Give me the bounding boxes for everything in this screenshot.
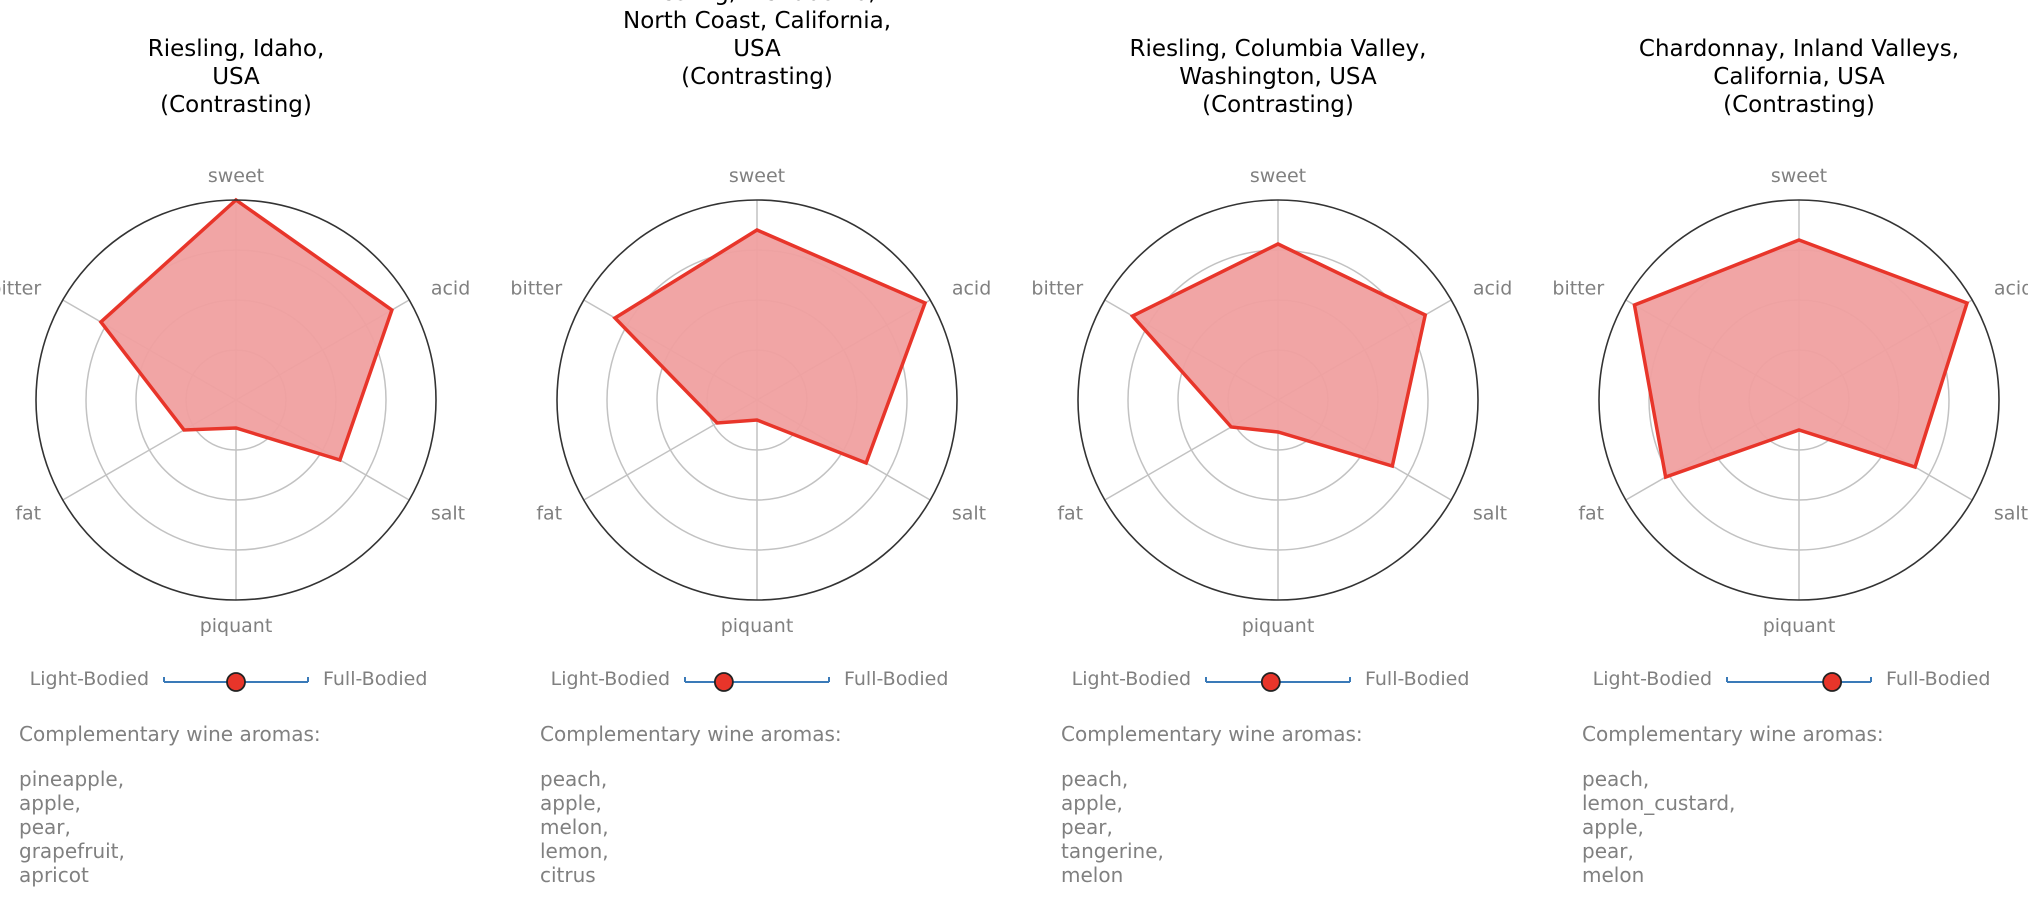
radar-series-area bbox=[1632, 238, 1970, 480]
aroma-item: pineapple, bbox=[19, 767, 124, 791]
aroma-item: peach, bbox=[1582, 767, 1649, 791]
chart-title-line: North Coast, California, bbox=[623, 8, 891, 34]
axis-label-salt: salt bbox=[952, 503, 986, 525]
outer-ring bbox=[35, 199, 437, 601]
aroma-item: apple, bbox=[1582, 815, 1644, 839]
aroma-item: pear, bbox=[1061, 815, 1113, 839]
outer-ring bbox=[1598, 199, 2000, 601]
axis-label-bitter: bitter bbox=[0, 278, 41, 300]
axis-label-acid: acid bbox=[1994, 278, 2028, 300]
axis-label-salt: salt bbox=[1994, 503, 2028, 525]
aroma-item: apple, bbox=[540, 791, 602, 815]
chart-title-line: Chardonnay, Inland Valleys, bbox=[1639, 36, 1959, 62]
axis-label-fat: fat bbox=[1578, 503, 1604, 525]
outer-ring bbox=[1077, 199, 1479, 601]
aroma-item: peach, bbox=[540, 767, 607, 791]
body-scale-light-label: Light-Bodied bbox=[551, 668, 670, 690]
body-scale-full-label: Full-Bodied bbox=[844, 668, 948, 690]
chart-title-line: Riesling, Idaho, bbox=[148, 36, 325, 62]
chart-title-line: (Contrasting) bbox=[1202, 92, 1354, 118]
aromas-heading: Complementary wine aromas: bbox=[19, 722, 321, 746]
aroma-item: lemon, bbox=[540, 839, 609, 863]
axis-label-sweet: sweet bbox=[208, 165, 264, 187]
axis-label-fat: fat bbox=[536, 503, 562, 525]
aroma-item: tangerine, bbox=[1061, 839, 1164, 863]
body-scale-light-label: Light-Bodied bbox=[1072, 668, 1191, 690]
body-scale-marker bbox=[226, 672, 246, 692]
axis-label-salt: salt bbox=[1473, 503, 1507, 525]
aroma-item: peach, bbox=[1061, 767, 1128, 791]
chart-title-line: California, USA bbox=[1713, 64, 1885, 90]
body-scale-marker bbox=[1260, 672, 1281, 692]
axis-label-sweet: sweet bbox=[729, 165, 785, 187]
axis-label-acid: acid bbox=[431, 278, 470, 300]
axis-label-acid: acid bbox=[952, 278, 991, 300]
chart-title-line: Riesling, Mendocino, bbox=[638, 0, 875, 6]
chart-title-line: USA bbox=[212, 64, 260, 90]
axis-label-acid: acid bbox=[1473, 278, 1512, 300]
aroma-item: pear, bbox=[1582, 839, 1634, 863]
aroma-item: melon bbox=[1061, 863, 1123, 887]
aroma-item: melon bbox=[1582, 863, 1644, 887]
aroma-item: pear, bbox=[19, 815, 71, 839]
aroma-item: grapefruit, bbox=[19, 839, 125, 863]
body-scale-full-label: Full-Bodied bbox=[1365, 668, 1469, 690]
axis-label-bitter: bitter bbox=[1552, 278, 1604, 300]
aromas-heading: Complementary wine aromas: bbox=[1061, 722, 1363, 746]
axis-label-piquant: piquant bbox=[200, 615, 273, 637]
aroma-item: apricot bbox=[19, 863, 89, 887]
aromas-heading: Complementary wine aromas: bbox=[540, 722, 842, 746]
axis-label-piquant: piquant bbox=[1763, 615, 1836, 637]
aroma-item: melon, bbox=[540, 815, 609, 839]
body-scale-light-label: Light-Bodied bbox=[30, 668, 149, 690]
axis-label-sweet: sweet bbox=[1771, 165, 1827, 187]
chart-title-line: (Contrasting) bbox=[681, 64, 833, 90]
body-scale-marker bbox=[1822, 672, 1843, 692]
aroma-item: citrus bbox=[540, 863, 596, 887]
chart-title-line: USA bbox=[733, 36, 781, 62]
body-scale-light-label: Light-Bodied bbox=[1593, 668, 1712, 690]
chart-title-line: (Contrasting) bbox=[160, 92, 312, 118]
radar-series-area bbox=[612, 228, 928, 466]
axis-label-bitter: bitter bbox=[1031, 278, 1083, 300]
aroma-item: lemon_custard, bbox=[1582, 791, 1735, 815]
body-scale-full-label: Full-Bodied bbox=[1886, 668, 1990, 690]
aroma-item: apple, bbox=[1061, 791, 1123, 815]
chart-title-line: Riesling, Columbia Valley, bbox=[1130, 36, 1427, 62]
axis-label-fat: fat bbox=[15, 503, 41, 525]
radar-series-area bbox=[98, 197, 394, 463]
axis-label-piquant: piquant bbox=[1242, 615, 1315, 637]
aromas-heading: Complementary wine aromas: bbox=[1582, 722, 1884, 746]
axis-label-fat: fat bbox=[1057, 503, 1083, 525]
body-scale-full-label: Full-Bodied bbox=[323, 668, 427, 690]
axis-label-sweet: sweet bbox=[1250, 165, 1306, 187]
body-scale-marker bbox=[713, 672, 734, 692]
outer-ring bbox=[556, 199, 958, 601]
axis-label-bitter: bitter bbox=[510, 278, 562, 300]
chart-title-line: (Contrasting) bbox=[1723, 92, 1875, 118]
aroma-item: apple, bbox=[19, 791, 81, 815]
radar-series-area bbox=[1129, 242, 1428, 469]
axis-label-salt: salt bbox=[431, 503, 465, 525]
axis-label-piquant: piquant bbox=[721, 615, 794, 637]
chart-title-line: Washington, USA bbox=[1179, 64, 1377, 90]
